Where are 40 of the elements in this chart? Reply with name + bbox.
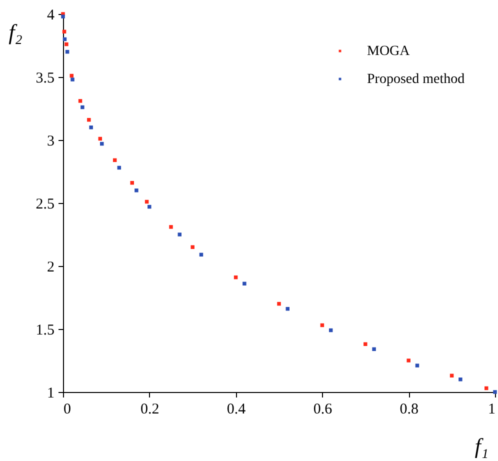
- x-tick-label: 0.8: [400, 402, 418, 418]
- legend-label: MOGA: [367, 44, 411, 59]
- x-tick-label: 1: [488, 402, 496, 418]
- point: [70, 78, 74, 82]
- y-tick-label: 4: [47, 8, 55, 24]
- y-axis-title: f₂: [8, 20, 23, 44]
- x-tick-label: 0.2: [140, 402, 160, 418]
- point: [80, 105, 84, 110]
- point: [89, 126, 93, 130]
- point: [458, 378, 462, 382]
- point: [169, 225, 173, 229]
- point: [100, 142, 104, 146]
- point: [406, 358, 410, 362]
- y-tick-label: 2.5: [36, 196, 54, 212]
- x-tick-label: 0.6: [313, 402, 333, 418]
- x-tick-label: 0: [64, 402, 71, 418]
- point: [190, 245, 194, 249]
- point: [64, 42, 68, 46]
- x-tick-label: 0.4: [226, 402, 246, 418]
- point: [78, 99, 82, 103]
- point: [364, 342, 368, 346]
- point: [148, 204, 152, 209]
- x-axis-title: f₁: [474, 434, 488, 458]
- y-tick-label: 1.5: [36, 322, 54, 338]
- point: [130, 180, 134, 185]
- y-tick-label: 3.5: [36, 70, 54, 86]
- point: [87, 118, 91, 122]
- point: [277, 302, 281, 306]
- point: [178, 232, 182, 236]
- point: [493, 390, 497, 394]
- point: [450, 374, 454, 378]
- y-tick-label: 1: [47, 386, 54, 402]
- y-tick-label: 3: [47, 134, 54, 150]
- point: [372, 347, 376, 352]
- point: [134, 188, 138, 192]
- legend-label: Proposed method: [367, 72, 465, 87]
- point: [415, 364, 420, 368]
- point: [61, 14, 65, 18]
- point: [242, 282, 246, 286]
- y-tick-label: 2: [47, 260, 54, 276]
